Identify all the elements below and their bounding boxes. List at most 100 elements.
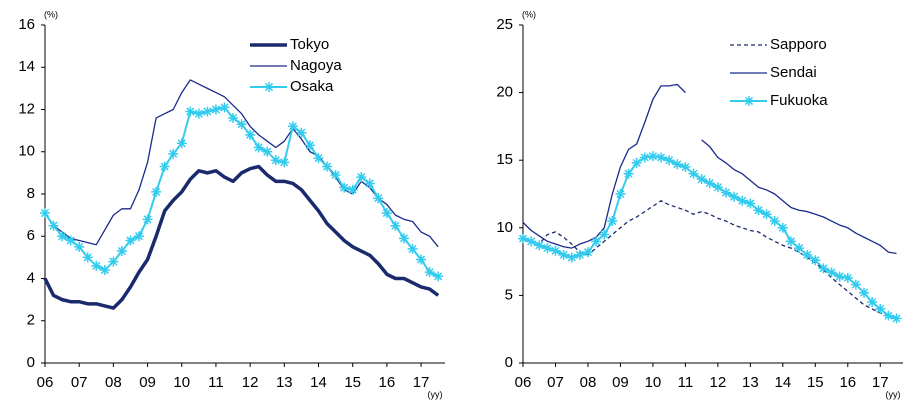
marker [262,146,273,157]
marker [729,191,740,202]
legend-marker [264,82,274,92]
marker [891,313,902,324]
marker [615,189,626,199]
marker [108,256,119,267]
y-tick-label: 12 [18,100,35,117]
marker [134,231,145,242]
marker [623,168,634,179]
marker [526,236,537,247]
marker [82,252,93,263]
marker [330,169,341,180]
y-tick-label: 14 [18,58,35,75]
x-tick-label: 08 [580,374,597,391]
y-tick-label: 5 [505,286,513,303]
marker [407,243,418,254]
legend-label: Tokyo [290,36,329,53]
x-tick-label: 13 [742,374,759,391]
marker [574,249,585,260]
marker [664,155,675,166]
marker [834,271,845,282]
marker [74,241,85,252]
legend-marker [744,96,754,106]
chart: 0 5 10 15 20 25 06 07 08 09 10 11 12 13 14 15 16 17 (%) (yy… [496,9,903,399]
marker [253,142,264,153]
marker [313,153,324,164]
x-tick-label: 17 [872,374,889,391]
marker [518,233,528,244]
marker [745,198,756,209]
marker [680,161,691,172]
marker [347,184,358,195]
chart: 0 2 4 6 8 10 12 14 16 06 07 08 09 10 11 12 13 14 15 16 17 (%)… [18,9,445,399]
legend-label: Sapporo [770,36,827,53]
y-unit: (%) [522,9,536,19]
legend-label: Osaka [290,78,334,95]
y-tick-label: 8 [27,185,35,202]
marker [176,138,187,149]
x-tick-label: 10 [173,374,190,391]
x-tick-label: 13 [276,374,293,391]
marker [125,235,136,246]
y-tick-label: 2 [27,312,35,329]
y-tick-label: 15 [496,151,513,168]
marker [57,231,68,242]
series-line [522,200,897,320]
marker [373,193,384,204]
marker [639,152,650,163]
y-tick-label: 25 [496,16,513,33]
marker [534,240,545,251]
x-unit: (yy) [428,389,443,399]
marker [279,157,290,168]
y-tick-label: 4 [27,269,35,286]
marker [322,161,333,172]
marker [826,267,837,278]
x-tick-label: 12 [242,374,259,391]
marker [842,272,853,283]
x-tick-label: 14 [310,374,327,391]
marker [219,102,230,113]
marker [364,178,375,189]
marker [785,236,796,247]
series-line [522,83,897,255]
marker [753,205,764,216]
x-unit: (yy) [886,389,901,399]
marker [566,252,577,263]
marker [558,249,569,260]
y-tick-label: 10 [496,219,513,236]
marker [794,243,805,254]
marker [696,174,707,185]
x-tick-label: 10 [645,374,662,391]
marker [769,216,780,227]
marker [810,255,821,266]
marker [656,152,667,163]
marker [433,271,444,282]
x-tick-label: 07 [71,374,88,391]
marker [390,220,401,231]
marker [398,233,409,244]
marker [168,148,179,159]
series-line [43,164,440,310]
marker [883,310,894,321]
marker [688,168,699,179]
x-tick-label: 15 [807,374,824,391]
marker [304,140,315,151]
marker [339,182,350,193]
series-line [44,79,439,248]
marker [867,297,878,308]
marker [151,186,162,197]
y-tick-label: 0 [27,354,35,371]
legend-label: Sendai [770,64,817,81]
x-tick-label: 14 [774,374,791,391]
marker [210,104,221,115]
x-tick-label: 11 [208,374,224,391]
marker [582,247,593,258]
marker [416,254,427,265]
marker [185,106,196,117]
marker [99,265,110,276]
marker [91,260,102,271]
marker [777,222,788,233]
x-tick-label: 16 [839,374,856,391]
y-unit: (%) [44,9,58,19]
marker [712,182,723,193]
